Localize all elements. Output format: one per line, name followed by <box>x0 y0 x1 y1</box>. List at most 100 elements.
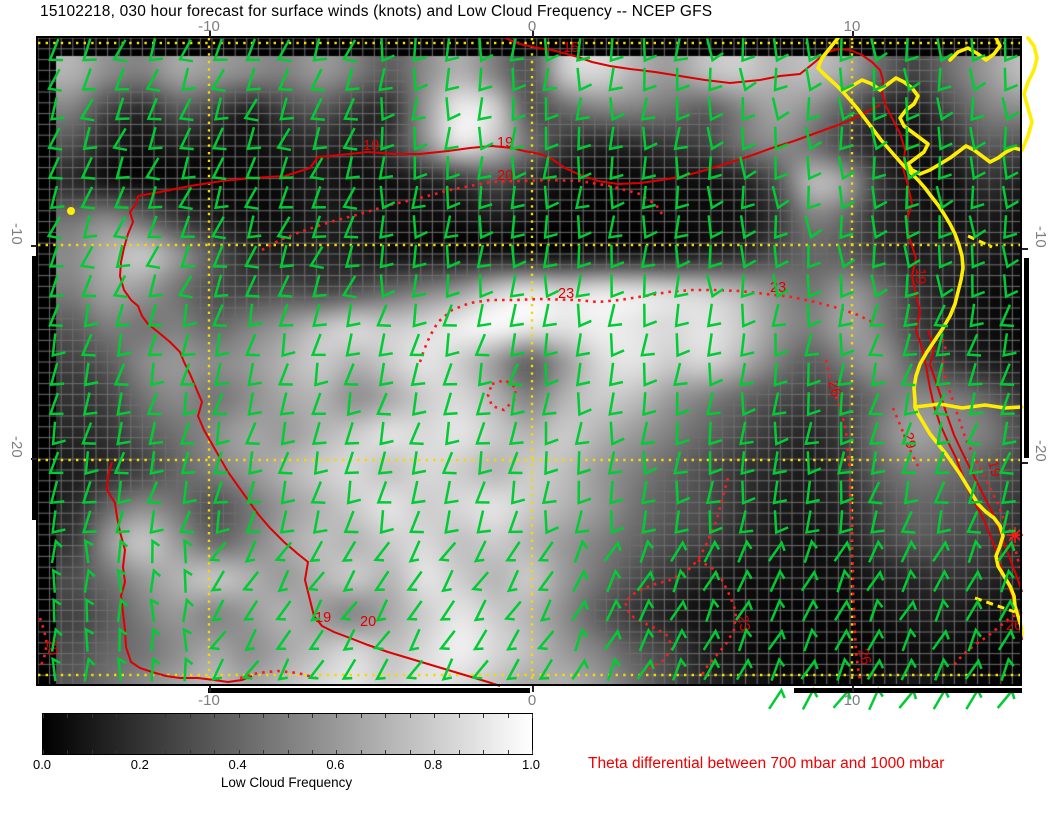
wind-barb <box>609 480 624 505</box>
wind-barb <box>675 392 690 417</box>
wind-barb <box>181 156 196 180</box>
wind-barb <box>510 156 527 181</box>
wind-barb <box>669 599 688 621</box>
wind-barb <box>935 185 954 210</box>
wind-barb <box>932 540 950 563</box>
wind-barb <box>180 215 195 239</box>
wind-barb <box>213 274 229 298</box>
colorbar-tick <box>507 750 509 754</box>
wind-barb <box>900 510 916 534</box>
wind-barb <box>379 215 394 240</box>
wind-barb <box>245 156 260 180</box>
wind-barb <box>898 688 918 709</box>
wind-barb <box>675 97 690 122</box>
wind-barb <box>475 421 490 445</box>
wind-barb <box>933 392 949 416</box>
wind-barb <box>413 126 428 151</box>
wind-barb <box>210 570 226 592</box>
wind-barb <box>934 597 950 623</box>
wind-barb <box>674 274 689 298</box>
wind-barb <box>706 126 724 151</box>
wind-barb <box>511 97 526 122</box>
colorbar-tick <box>165 714 167 718</box>
wind-barb <box>837 97 856 122</box>
wind-barb <box>275 600 292 621</box>
wind-barb <box>800 658 819 680</box>
wind-barb <box>904 38 919 63</box>
wind-barb <box>767 540 786 562</box>
wind-barb <box>577 480 592 505</box>
wind-barb <box>147 333 163 357</box>
wind-barb <box>675 156 691 181</box>
theta-contour-dotted <box>950 610 1023 669</box>
wind-barb <box>608 67 623 92</box>
wind-barb <box>804 333 819 357</box>
wind-barb <box>411 97 426 121</box>
colorbar-tick <box>116 714 118 718</box>
wind-barb <box>708 244 723 269</box>
wind-barb <box>998 598 1016 622</box>
axis-tick-bottom: -10 <box>198 692 220 709</box>
wind-barb <box>183 568 193 593</box>
wind-barb <box>48 392 64 416</box>
wind-barb <box>966 510 982 534</box>
wind-barb <box>83 538 94 564</box>
wind-barb <box>905 185 920 210</box>
wind-barb <box>342 186 358 210</box>
wind-barb <box>118 627 128 652</box>
wind-barb <box>476 303 492 328</box>
wind-barb <box>740 126 756 151</box>
axis-tick-top: 10 <box>843 18 861 35</box>
wind-barb <box>773 244 789 269</box>
wind-barb <box>675 333 691 358</box>
wind-barb <box>867 481 883 505</box>
wind-barb <box>246 126 262 150</box>
wind-barb <box>967 480 983 504</box>
wind-barb <box>1003 38 1018 63</box>
wind-barb <box>276 216 292 240</box>
theta-contour-dotted <box>824 359 862 681</box>
wind-barb <box>969 126 987 151</box>
wind-barb <box>380 38 395 63</box>
wind-barb <box>706 303 722 328</box>
wind-barb <box>471 571 490 592</box>
wind-barb <box>997 540 1016 562</box>
wind-barb <box>377 451 393 475</box>
wind-barb <box>445 97 461 122</box>
wind-barb <box>510 333 525 357</box>
wind-barb <box>113 363 129 387</box>
wind-barb <box>372 630 391 651</box>
wind-barb <box>52 597 62 623</box>
wind-barb <box>346 480 362 505</box>
wind-barb <box>937 126 953 151</box>
wind-barb <box>804 510 820 534</box>
wind-barb <box>572 569 589 592</box>
wind-barb <box>703 657 721 681</box>
wind-barb <box>278 186 294 209</box>
wind-barb <box>409 333 425 357</box>
wind-barb <box>872 156 887 181</box>
wind-barb <box>707 156 723 181</box>
wind-barb <box>538 658 554 680</box>
wind-barb <box>473 540 487 563</box>
colorbar-tick <box>43 714 44 718</box>
wind-barb <box>244 540 257 563</box>
wind-barb <box>900 363 916 387</box>
wind-barb <box>477 362 493 387</box>
wind-barb <box>51 656 61 682</box>
wind-barb <box>48 274 64 298</box>
wind-barb <box>211 658 225 681</box>
wind-barb <box>339 600 358 621</box>
wind-barb <box>573 538 589 564</box>
wind-barb <box>933 657 950 681</box>
theta-contour-dotted <box>239 669 317 680</box>
wind-barb <box>146 97 162 121</box>
wind-barb <box>112 39 128 63</box>
wind-barb <box>674 215 689 239</box>
wind-barb <box>208 541 227 562</box>
wind-barb <box>210 68 226 93</box>
wind-barb <box>576 156 592 181</box>
wind-barb <box>376 304 392 328</box>
axis-tick-top: 0 <box>527 18 537 35</box>
